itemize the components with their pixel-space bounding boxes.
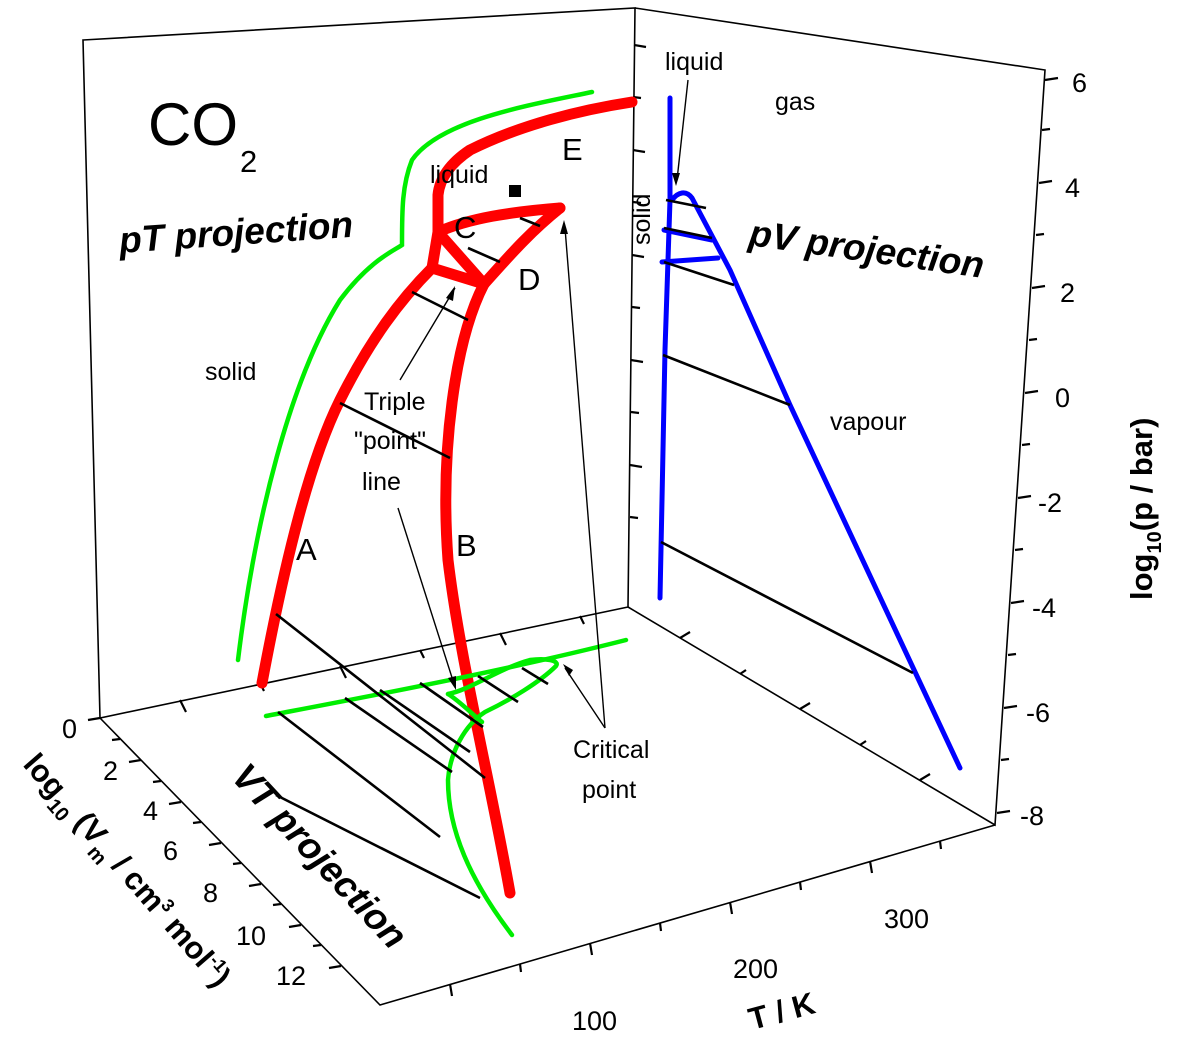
letter-E: E (562, 132, 583, 167)
pV-wall-ticks (629, 43, 647, 520)
V-axis-tick-labels: 0 2 4 6 8 10 12 (62, 714, 306, 991)
curve-E (432, 96, 638, 238)
curve-B (440, 278, 516, 899)
letter-D: D (518, 262, 540, 297)
box-frame (82, 7, 1046, 1006)
T-tick-label: 200 (733, 954, 778, 984)
gas-label: gas (775, 88, 815, 116)
floor-right-ticks (679, 631, 931, 781)
triple-label-3: line (362, 468, 401, 496)
p-tick-label: 4 (1065, 173, 1080, 203)
V-tick-label: 12 (276, 961, 306, 991)
p-tick-label: -4 (1032, 593, 1056, 623)
T-axis-title: T / K (745, 985, 820, 1036)
critical-point-marker (509, 185, 521, 197)
p-axis-title: log10(p / bar) (1124, 418, 1166, 600)
pV-liquid-label: liquid (665, 48, 723, 76)
letter-B: B (456, 528, 477, 563)
pV-projection-label: pV projection (746, 212, 987, 286)
p-tick-label: -2 (1038, 488, 1062, 518)
triple-label-1: Triple (364, 388, 426, 416)
pV-solid-label: solid (628, 194, 656, 245)
V-tick-label: 0 (62, 714, 77, 744)
V-axis-title: log10 (Vm / cm3 mol-1) (11, 747, 237, 999)
V-tick-label: 8 (203, 878, 218, 908)
floor-front-edges (99, 717, 996, 1006)
p-tick-label: 2 (1060, 278, 1075, 308)
pV-tie-lines (660, 198, 914, 675)
T-axis-tick-labels: 100 200 300 (572, 904, 929, 1036)
pT-solid-label: solid (205, 358, 256, 386)
annotation-arrows (397, 79, 689, 729)
vapour-label: vapour (830, 408, 906, 436)
letter-A: A (296, 532, 317, 567)
triple-label-2: "point" (354, 427, 426, 455)
arrow-heads (446, 173, 680, 690)
p-axis-ticks (996, 76, 1059, 815)
T-axis-ticks (448, 840, 943, 997)
V-tick-label: 6 (163, 836, 178, 866)
back-right-wall (627, 7, 1046, 827)
V-tick-label: 10 (236, 921, 266, 951)
T-tick-label: 300 (884, 904, 929, 934)
V-tick-label: 2 (103, 756, 118, 786)
V-tick-label: 4 (143, 796, 158, 826)
VT-tie-lines (275, 612, 549, 900)
triple-loop (426, 226, 490, 290)
pV-blue-curve (657, 95, 963, 771)
curve-D (478, 202, 566, 290)
title-subscript: 2 (240, 144, 257, 179)
VT-green-curves (263, 637, 629, 938)
critical-label-2: point (582, 776, 636, 804)
pT-tie-lines (339, 216, 541, 460)
V-axis-ticks (87, 716, 342, 970)
title-co2: CO (148, 91, 238, 158)
floor-back-ticks (179, 615, 585, 713)
pT-green-shadow (235, 89, 595, 663)
p-tick-label: 6 (1072, 68, 1087, 98)
pT-liquid-label: liquid (430, 161, 488, 189)
pT-projection-label: pT projection (117, 204, 355, 261)
p-tick-label: -6 (1026, 698, 1050, 728)
T-tick-label: 100 (572, 1006, 617, 1036)
p-tick-label: 0 (1055, 383, 1070, 413)
curve-C (432, 202, 566, 238)
p-tick-label: -8 (1020, 801, 1044, 831)
critical-label-1: Critical (573, 736, 649, 764)
p-axis-tick-labels: 6 4 2 0 -2 -4 -6 -8 (1020, 68, 1087, 831)
pT-red-curves (256, 96, 638, 899)
letter-C: C (454, 210, 476, 245)
curve-A (256, 262, 438, 689)
